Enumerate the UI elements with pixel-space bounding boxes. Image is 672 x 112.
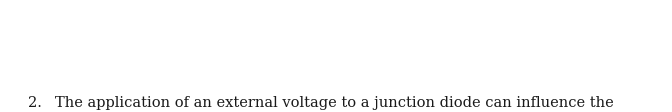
Text: 2.: 2. bbox=[28, 96, 42, 110]
Text: The application of an external voltage to a junction diode can influence the: The application of an external voltage t… bbox=[55, 96, 614, 110]
